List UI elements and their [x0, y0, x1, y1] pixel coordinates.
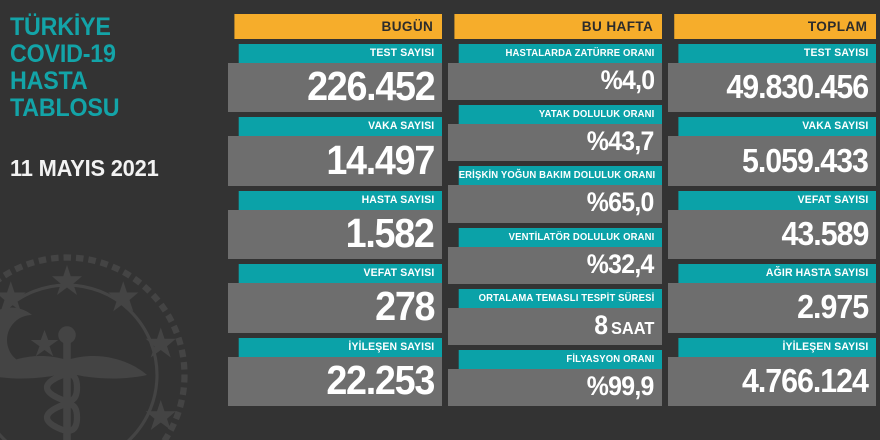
stat-row: İYİLEŞEN SAYISI 22.253: [228, 337, 442, 407]
column-today: BUGÜN TEST SAYISI 226.452 VAKA SAYISI 14…: [228, 14, 442, 407]
stat-row: ORTALAMA TEMASLI TESPİT SÜRESİ 8 SAAT: [447, 288, 662, 345]
stat-label: VEFAT SAYISI: [678, 190, 876, 210]
turkish-ministry-of-health-emblem: [0, 254, 188, 440]
stat-label: VENTİLATÖR DOLULUK ORANI: [458, 227, 662, 247]
stat-label: İYİLEŞEN SAYISI: [238, 337, 442, 357]
stat-label: VAKA SAYISI: [678, 117, 876, 137]
page-title-line-4: TABLOSU: [10, 94, 120, 122]
stat-value-text: 14.497: [326, 136, 435, 183]
stat-value-text: 22.253: [326, 356, 435, 403]
stat-value: 43.589: [667, 209, 876, 260]
stat-value-text: 49.830.456: [726, 68, 869, 106]
stat-label: HASTA SAYISI: [238, 190, 442, 210]
stat-value: %99,9: [447, 368, 662, 407]
stat-row: TEST SAYISI 49.830.456: [667, 44, 876, 113]
stat-row: HASTA SAYISI 1.582: [228, 190, 442, 260]
stat-row: VEFAT SAYISI 278: [228, 264, 442, 333]
page-title: TÜRKİYE COVID-19 HASTA TABLOSU: [10, 13, 120, 122]
stat-row: ERİŞKİN YOĞUN BAKIM DOLULUK ORANI %65,0: [447, 166, 662, 223]
stat-value-text: %4,0: [600, 65, 654, 96]
page-title-line-2: COVID-19: [10, 40, 116, 68]
stat-value-text: 8 SAAT: [593, 309, 654, 340]
stat-label: VEFAT SAYISI: [238, 264, 442, 284]
stat-value: %65,0: [447, 185, 662, 223]
stat-row: İYİLEŞEN SAYISI 4.766.124: [667, 337, 876, 407]
left-title-panel: TÜRKİYE COVID-19 HASTA TABLOSU 11 MAYIS …: [0, 0, 225, 440]
stat-label: ERİŞKİN YOĞUN BAKIM DOLULUK ORANI: [458, 166, 662, 186]
stat-value-text: 226.452: [306, 63, 436, 110]
column-total: TOPLAM TEST SAYISI 49.830.456 VAKA SAYIS…: [667, 14, 876, 407]
stat-row: YATAK DOLULUK ORANI %43,7: [447, 105, 662, 162]
stat-label: AĞIR HASTA SAYISI: [678, 264, 876, 284]
stat-row: AĞIR HASTA SAYISI 2.975: [667, 264, 876, 333]
column-header-this-week: BU HAFTA: [454, 14, 662, 39]
stat-value-unit: SAAT: [610, 317, 654, 338]
stat-value: 8 SAAT: [447, 307, 662, 345]
stat-label: YATAK DOLULUK ORANI: [458, 105, 662, 125]
stat-value-text: %43,7: [587, 126, 654, 157]
stat-value-text: 43.589: [781, 215, 869, 253]
stat-label: TEST SAYISI: [238, 44, 442, 63]
column-header-today: BUGÜN: [234, 14, 442, 39]
stat-label: TEST SAYISI: [678, 44, 876, 63]
column-this-week-rows: HASTALARDA ZATÜRRE ORANI %4,0 YATAK DOLU…: [447, 44, 662, 407]
stat-row: HASTALARDA ZATÜRRE ORANI %4,0: [447, 44, 662, 101]
stat-row: VENTİLATÖR DOLULUK ORANI %32,4: [447, 227, 662, 284]
stat-value: %4,0: [447, 63, 662, 101]
stat-value: %32,4: [447, 246, 662, 284]
stat-value: 5.059.433: [667, 136, 876, 186]
stat-value: 22.253: [228, 356, 442, 407]
stat-value: 278: [228, 283, 442, 333]
stat-value: 226.452: [228, 63, 442, 113]
stat-row: VAKA SAYISI 5.059.433: [667, 117, 876, 186]
stat-value-text: 4.766.124: [742, 361, 869, 399]
page-title-line-1: TÜRKİYE: [10, 13, 111, 41]
stat-value: 14.497: [228, 136, 442, 186]
stat-value-text: %65,0: [587, 187, 654, 218]
stat-row: FİLYASYON ORANI %99,9: [447, 349, 662, 407]
stat-label: HASTALARDA ZATÜRRE ORANI: [458, 44, 662, 63]
stat-value-text: %32,4: [587, 248, 654, 279]
stat-label: VAKA SAYISI: [238, 117, 442, 137]
stat-value: %43,7: [447, 124, 662, 162]
stat-value-text: 2.975: [797, 288, 869, 326]
stat-label: ORTALAMA TEMASLI TESPİT SÜRESİ: [458, 288, 662, 308]
stat-value: 49.830.456: [667, 63, 876, 113]
column-today-rows: TEST SAYISI 226.452 VAKA SAYISI 14.497 H…: [228, 44, 442, 407]
stat-value: 4.766.124: [667, 356, 876, 407]
page-title-line-3: HASTA: [10, 67, 88, 95]
stat-value: 2.975: [667, 283, 876, 333]
report-date: 11 MAYIS 2021: [10, 155, 159, 181]
column-header-total: TOPLAM: [674, 14, 876, 39]
stat-row: VAKA SAYISI 14.497: [228, 117, 442, 186]
column-total-rows: TEST SAYISI 49.830.456 VAKA SAYISI 5.059…: [667, 44, 876, 407]
stats-columns: BUGÜN TEST SAYISI 226.452 VAKA SAYISI 14…: [228, 14, 876, 407]
stat-label: FİLYASYON ORANI: [458, 349, 662, 369]
stat-label: İYİLEŞEN SAYISI: [678, 337, 876, 357]
stat-value-text: %99,9: [587, 370, 654, 401]
stat-row: TEST SAYISI 226.452: [228, 44, 442, 113]
stat-row: VEFAT SAYISI 43.589: [667, 190, 876, 260]
column-this-week: BU HAFTA HASTALARDA ZATÜRRE ORANI %4,0 Y…: [447, 14, 662, 407]
stat-value: 1.582: [228, 209, 442, 260]
stat-value-text: 5.059.433: [742, 141, 869, 179]
stat-value-text: 1.582: [346, 210, 435, 257]
stat-value-text: 278: [374, 283, 435, 330]
